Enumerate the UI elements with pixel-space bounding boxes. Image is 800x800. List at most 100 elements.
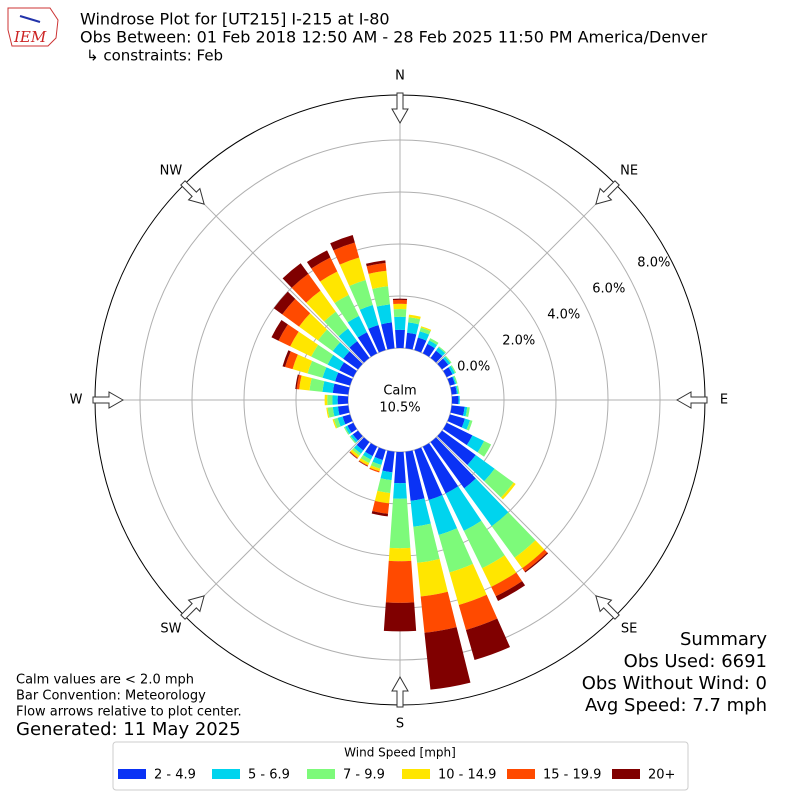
wedge	[424, 627, 471, 690]
wedge	[349, 280, 373, 310]
wedge	[306, 250, 331, 269]
wedge	[371, 511, 389, 517]
wedge	[343, 426, 350, 435]
wedge	[342, 414, 353, 425]
wedge	[450, 365, 457, 374]
wedge	[285, 351, 298, 370]
grid-spoke	[183, 436, 364, 617]
wedge	[447, 414, 465, 428]
calm-label: Calm	[383, 384, 416, 399]
wedge	[359, 458, 370, 466]
y-tick-label: 6.0%	[592, 281, 625, 296]
wedge	[324, 311, 349, 337]
wedge	[322, 367, 339, 382]
x-tick-label: NE	[620, 163, 638, 178]
wedge	[430, 350, 443, 363]
wedge	[327, 394, 333, 406]
wedge	[452, 376, 457, 385]
summary-line: Avg Speed: 7.7 mph	[585, 695, 767, 716]
wedge	[296, 374, 302, 390]
wedge	[428, 495, 458, 535]
calm-value: 10.5%	[379, 401, 420, 416]
x-tick-label: E	[720, 393, 728, 408]
wedge	[292, 354, 313, 374]
wedge	[273, 291, 296, 315]
wedge	[332, 342, 350, 359]
flow-arrow	[595, 180, 620, 205]
wedge	[420, 326, 432, 332]
summary-title: Summary	[680, 629, 767, 650]
wedge	[311, 257, 338, 282]
note: Calm values are < 2.0 mph	[16, 673, 194, 688]
wedge	[450, 405, 465, 416]
legend-swatch	[118, 769, 146, 779]
wedge	[482, 555, 517, 587]
generated: Generated: 11 May 2025	[16, 719, 241, 740]
legend-label: 7 - 9.9	[343, 768, 385, 783]
wedge	[349, 451, 358, 459]
wedge	[353, 444, 364, 454]
y-tick-label: 8.0%	[637, 255, 670, 270]
wedge	[495, 581, 526, 601]
flow-arrow	[595, 595, 620, 620]
wedge	[311, 344, 334, 365]
wedge	[369, 467, 380, 473]
wedge	[368, 270, 389, 289]
wedge	[458, 594, 498, 630]
wedge	[278, 324, 299, 347]
wedge	[393, 482, 407, 499]
wedge	[372, 457, 383, 465]
flow-arrow	[391, 675, 409, 708]
wedge	[339, 257, 366, 286]
wedge	[295, 374, 300, 390]
x-tick-label: N	[395, 69, 405, 84]
wedge	[352, 447, 362, 456]
wedge	[374, 447, 386, 460]
wedge	[435, 347, 446, 357]
wedge	[357, 332, 378, 357]
wedge	[407, 322, 419, 335]
wedge	[393, 299, 407, 305]
wedge	[374, 490, 391, 504]
wedge	[380, 470, 393, 481]
wedge	[332, 406, 340, 417]
wedge	[335, 372, 353, 386]
wedge	[366, 260, 386, 267]
legend-swatch	[402, 769, 430, 779]
wedge	[453, 375, 458, 384]
wedge	[359, 305, 379, 329]
wedge	[422, 343, 435, 357]
wedge	[392, 298, 408, 301]
y-tick-label: 2.0%	[502, 333, 535, 348]
wedge	[334, 294, 359, 323]
wedge	[358, 461, 368, 467]
wedge	[455, 385, 459, 395]
wedge	[414, 447, 443, 500]
wedge	[393, 303, 407, 310]
wedge	[365, 443, 378, 457]
wedge	[349, 435, 357, 444]
wedge	[320, 271, 349, 303]
wedge	[271, 320, 288, 341]
logo-text: IEM	[13, 28, 47, 46]
wedge	[345, 425, 352, 435]
wedge	[466, 420, 473, 431]
wedge	[427, 340, 438, 349]
wedge	[324, 394, 328, 406]
wedge	[438, 528, 473, 573]
wedge	[370, 461, 382, 469]
wedge	[372, 286, 390, 307]
wedge	[343, 351, 363, 370]
wedge	[430, 437, 476, 489]
wedge	[317, 329, 341, 352]
wedge	[408, 314, 421, 320]
title: Windrose Plot for [UT215] I-215 at I-80	[80, 10, 390, 29]
wedge	[356, 437, 370, 451]
x-tick-label: W	[70, 393, 83, 408]
wedge	[376, 304, 392, 325]
wedge	[437, 358, 449, 370]
wedge	[306, 290, 336, 322]
wedge	[408, 317, 421, 325]
wedge	[307, 360, 327, 378]
